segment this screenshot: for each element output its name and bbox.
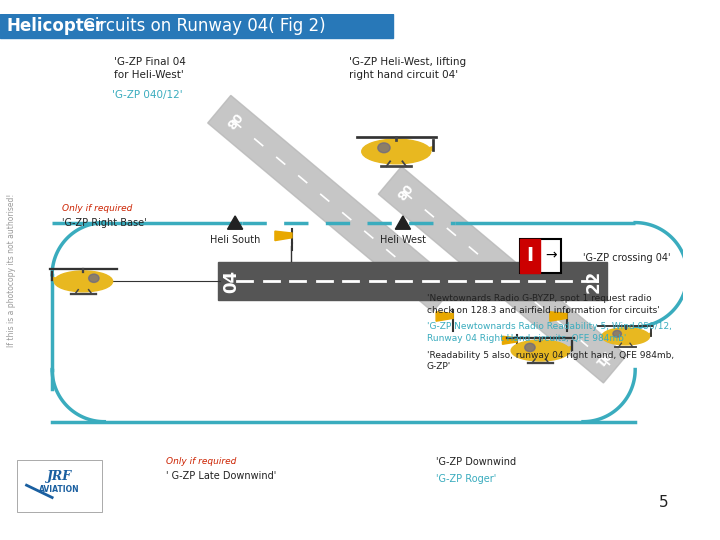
Text: I: I xyxy=(526,246,534,265)
Text: 'G-ZP Newtownards Radio Readability 5, Wind 050/12,
Runway 04 Right Hand circuit: 'G-ZP Newtownards Radio Readability 5, W… xyxy=(427,322,672,343)
Text: 'G-ZP Roger': 'G-ZP Roger' xyxy=(436,474,496,484)
Polygon shape xyxy=(503,336,517,345)
Text: 'G-ZP 040/12': 'G-ZP 040/12' xyxy=(112,90,182,100)
Text: 5: 5 xyxy=(659,495,668,510)
Text: 91: 91 xyxy=(591,347,613,369)
Text: →: → xyxy=(545,249,557,263)
Polygon shape xyxy=(549,347,572,353)
Polygon shape xyxy=(395,216,410,229)
Ellipse shape xyxy=(361,139,431,164)
Ellipse shape xyxy=(521,341,542,356)
Text: Heli West: Heli West xyxy=(380,235,426,245)
Text: Only if required: Only if required xyxy=(62,204,132,213)
Bar xyxy=(520,239,541,273)
Text: 22: 22 xyxy=(585,270,603,293)
Text: 08: 08 xyxy=(222,109,243,131)
Text: JRF: JRF xyxy=(48,470,72,483)
Ellipse shape xyxy=(525,343,535,352)
Bar xyxy=(0,14,393,38)
Text: 'G-ZP Final 04
for Heli-West': 'G-ZP Final 04 for Heli-West' xyxy=(114,57,186,80)
Polygon shape xyxy=(228,216,243,229)
Bar xyxy=(17,460,102,512)
Text: 'G-ZP Downwind: 'G-ZP Downwind xyxy=(436,457,516,467)
Text: 'G-ZP Heli-West, lifting
right hand circuit 04': 'G-ZP Heli-West, lifting right hand circ… xyxy=(349,57,466,80)
Text: 04: 04 xyxy=(222,270,240,293)
Ellipse shape xyxy=(89,274,99,282)
Text: 'Readability 5 also, runway 04 right hand, QFE 984mb,
G-ZP': 'Readability 5 also, runway 04 right han… xyxy=(427,350,674,372)
Polygon shape xyxy=(378,166,626,383)
Text: 'G-ZP crossing 04': 'G-ZP crossing 04' xyxy=(583,253,670,262)
Ellipse shape xyxy=(602,328,649,345)
Text: ' G-ZP Late Downwind': ' G-ZP Late Downwind' xyxy=(166,471,276,481)
Text: 08: 08 xyxy=(392,180,413,202)
Ellipse shape xyxy=(378,143,390,153)
Ellipse shape xyxy=(374,140,399,158)
Text: 26: 26 xyxy=(420,276,442,298)
Polygon shape xyxy=(632,333,652,338)
Text: Only if required: Only if required xyxy=(166,457,236,466)
Text: If this is a photocopy its not authorised!: If this is a photocopy its not authorise… xyxy=(7,193,16,347)
Polygon shape xyxy=(52,277,75,284)
Text: Circuits on Runway 04( Fig 2): Circuits on Runway 04( Fig 2) xyxy=(78,17,325,35)
Text: 'Newtownards Radio G-BYZP, spot 1 request radio
check on 128.3 and airfield info: 'Newtownards Radio G-BYZP, spot 1 reques… xyxy=(427,294,660,314)
Ellipse shape xyxy=(511,340,570,361)
Polygon shape xyxy=(275,231,292,241)
Text: AVIATION: AVIATION xyxy=(40,485,80,495)
Polygon shape xyxy=(207,96,456,312)
Bar xyxy=(520,239,561,273)
Polygon shape xyxy=(550,312,567,321)
Ellipse shape xyxy=(81,272,102,287)
Ellipse shape xyxy=(613,330,621,337)
Ellipse shape xyxy=(611,329,627,341)
Text: 'G-ZP Right Base': 'G-ZP Right Base' xyxy=(62,218,146,228)
Text: Heli South: Heli South xyxy=(210,235,261,245)
Polygon shape xyxy=(406,146,433,154)
Bar xyxy=(218,262,607,300)
Ellipse shape xyxy=(54,271,112,292)
Text: Helicopter: Helicopter xyxy=(6,17,104,35)
Polygon shape xyxy=(436,312,453,321)
